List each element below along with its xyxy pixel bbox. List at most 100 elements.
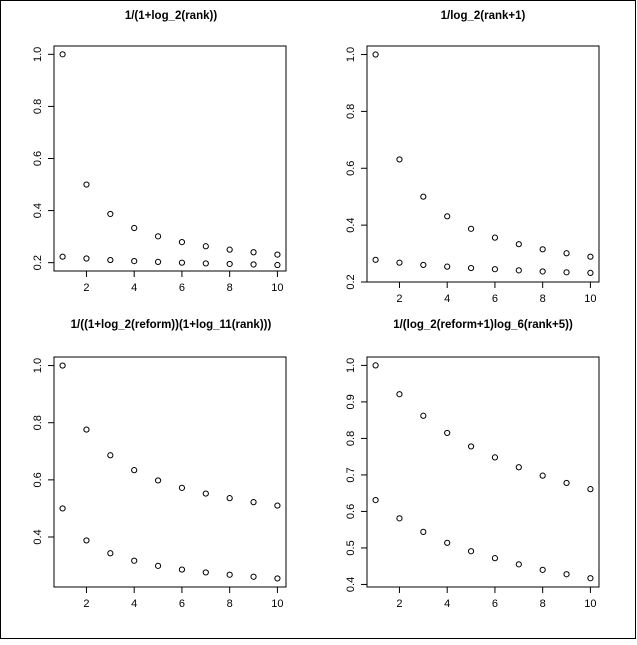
y-tick-label: 1.0 xyxy=(345,358,357,373)
y-tick-label: 0.8 xyxy=(32,99,44,114)
y-tick-label: 0.6 xyxy=(345,161,357,176)
x-tick-label: 10 xyxy=(584,598,596,610)
data-point-series-1 xyxy=(372,51,379,58)
y-tick-label: 1.0 xyxy=(32,358,44,373)
data-point-series-2 xyxy=(202,260,209,267)
y-tick-label: 0.6 xyxy=(32,472,44,487)
data-point-series-2 xyxy=(107,256,114,264)
data-point-series-2 xyxy=(202,569,209,576)
data-point-series-2 xyxy=(250,573,257,580)
data-point-series-2 xyxy=(226,260,233,268)
panel-title: 1/(1+log_2(rank)) xyxy=(125,10,218,22)
x-tick-label: 8 xyxy=(540,598,546,610)
panel-title: 1/(log_2(reform+1)log_6(rank+5)) xyxy=(393,319,573,331)
data-point-series-1 xyxy=(274,502,281,509)
data-point-series-1 xyxy=(372,362,379,369)
y-tick-label: 0.4 xyxy=(32,203,44,218)
data-point-series-1 xyxy=(83,181,90,188)
data-point-series-2 xyxy=(563,571,570,578)
data-point-series-1 xyxy=(444,429,451,437)
x-tick-label: 6 xyxy=(492,598,498,610)
x-tick-label: 6 xyxy=(179,598,185,610)
x-tick-label: 10 xyxy=(271,282,283,294)
panel-1: 1/(1+log_2(rank)) 2 4 6 8 10 0.2 0.4 0.6 0.8 1.0 xyxy=(32,10,287,294)
data-point-series-2 xyxy=(491,555,499,562)
x-tick-label: 2 xyxy=(83,282,89,294)
data-point-series-1 xyxy=(563,479,570,487)
data-point-series-2 xyxy=(83,255,90,262)
data-point-series-2 xyxy=(467,264,475,272)
data-point-series-2 xyxy=(420,261,427,269)
data-point-series-1 xyxy=(539,472,546,479)
plot-frame xyxy=(366,356,600,588)
data-point-series-1 xyxy=(202,490,209,497)
data-point-series-1 xyxy=(226,495,233,502)
data-point-series-2 xyxy=(539,566,546,573)
data-point-series-1 xyxy=(178,484,186,491)
data-point-series-2 xyxy=(59,253,66,260)
y-tick-label: 0.6 xyxy=(345,504,357,519)
x-tick-label: 8 xyxy=(227,282,233,294)
data-point-series-2 xyxy=(178,566,186,573)
data-point-series-2 xyxy=(250,261,257,268)
y-tick-label: 0.2 xyxy=(32,255,44,270)
data-point-series-1 xyxy=(83,426,90,433)
x-tick-label: 4 xyxy=(131,282,137,294)
data-point-series-1 xyxy=(396,156,403,163)
data-point-series-1 xyxy=(202,243,209,250)
data-point-series-1 xyxy=(154,477,162,484)
data-point-series-2 xyxy=(372,497,379,504)
x-tick-label: 4 xyxy=(131,598,137,610)
data-point-series-2 xyxy=(515,267,522,274)
data-point-series-2 xyxy=(444,539,451,546)
x-tick-label: 6 xyxy=(492,293,498,305)
panel-title: 1/((1+log_2(reform))(1+log_11(rank))) xyxy=(71,319,272,331)
data-point-series-2 xyxy=(563,269,570,276)
data-point-series-2 xyxy=(131,557,138,564)
data-point-series-2 xyxy=(59,505,66,512)
x-tick-label: 2 xyxy=(83,598,89,610)
y-tick-label: 0.7 xyxy=(345,467,357,482)
data-point-series-1 xyxy=(59,51,66,58)
data-point-series-1 xyxy=(250,499,257,506)
data-point-series-2 xyxy=(467,548,475,555)
data-point-series-2 xyxy=(274,575,281,582)
panel-3: 1/((1+log_2(reform))(1+log_11(rank))) 2 4 6… xyxy=(32,319,287,610)
data-point-series-2 xyxy=(154,562,162,569)
data-point-series-2 xyxy=(226,571,233,578)
data-point-series-1 xyxy=(539,246,546,253)
x-tick-label: 8 xyxy=(227,598,233,610)
data-point-series-1 xyxy=(131,224,138,232)
y-tick-label: 0.4 xyxy=(32,529,44,544)
x-tick-label: 8 xyxy=(540,293,546,305)
data-point-series-1 xyxy=(563,250,570,257)
y-tick-label: 0.8 xyxy=(345,431,357,446)
x-tick-label: 10 xyxy=(584,293,596,305)
data-point-series-1 xyxy=(250,249,257,256)
x-tick-label: 4 xyxy=(444,598,450,610)
y-tick-label: 0.6 xyxy=(32,151,44,166)
data-point-series-1 xyxy=(131,467,138,474)
x-tick-label: 6 xyxy=(179,282,185,294)
y-tick-label: 0.8 xyxy=(32,415,44,430)
data-point-series-1 xyxy=(444,213,451,220)
panel-4: 1/(log_2(reform+1)log_6(rank+5)) 2 4 6 8 10 0.… xyxy=(345,319,600,610)
data-point-series-2 xyxy=(491,266,499,273)
data-point-series-2 xyxy=(539,268,546,275)
y-tick-label: 0.2 xyxy=(345,274,357,289)
data-point-series-1 xyxy=(226,246,233,253)
data-point-series-1 xyxy=(587,486,594,493)
data-point-series-2 xyxy=(107,550,114,557)
data-point-series-1 xyxy=(396,391,403,398)
x-tick-label: 2 xyxy=(396,598,402,610)
plot-frame xyxy=(53,356,287,588)
data-point-series-1 xyxy=(274,251,281,258)
x-tick-label: 4 xyxy=(444,293,450,305)
data-point-series-1 xyxy=(467,443,475,450)
data-point-series-2 xyxy=(131,258,138,265)
y-tick-label: 0.4 xyxy=(345,217,357,232)
y-tick-label: 1.0 xyxy=(32,47,44,62)
data-point-series-2 xyxy=(274,261,281,269)
data-point-series-2 xyxy=(396,515,403,522)
data-point-series-2 xyxy=(372,256,379,263)
